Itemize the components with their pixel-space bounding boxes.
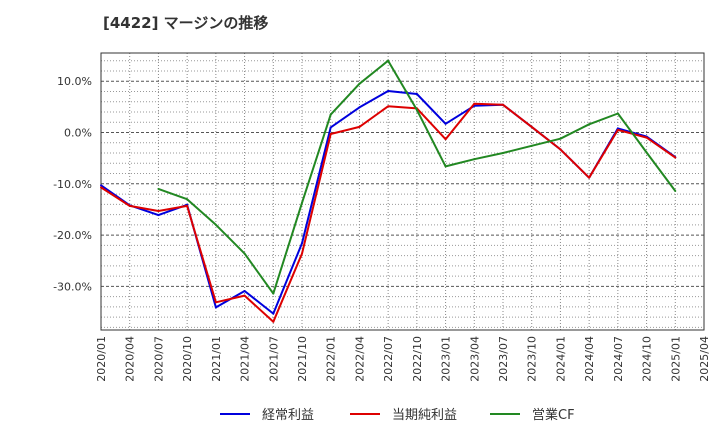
data-point-series-0 <box>358 106 361 109</box>
data-point-series-1 <box>186 204 189 207</box>
legend-item-net-income: 当期純利益 <box>350 404 457 423</box>
x-tick-label: 2024/01 <box>554 336 567 382</box>
data-point-series-0 <box>616 127 619 130</box>
data-point-series-1 <box>329 133 332 136</box>
data-point-series-1 <box>100 186 102 189</box>
data-point-series-1 <box>530 125 533 128</box>
data-point-series-2 <box>301 201 303 204</box>
y-tick-label: -30.0% <box>53 280 92 293</box>
data-point-series-2 <box>214 223 217 226</box>
data-point-series-1 <box>444 138 447 141</box>
data-point-series-2 <box>157 187 160 190</box>
x-tick-label: 2020/10 <box>181 336 194 382</box>
x-tick-label: 2021/07 <box>267 336 280 382</box>
data-point-series-2 <box>530 144 533 147</box>
x-tick-label: 2020/01 <box>95 336 108 382</box>
data-point-series-0 <box>100 184 102 187</box>
data-point-series-2 <box>473 158 476 161</box>
data-point-series-2 <box>559 137 562 140</box>
x-tick-label: 2022/07 <box>382 336 395 382</box>
data-point-series-1 <box>128 204 131 207</box>
data-point-series-2 <box>444 165 447 168</box>
x-tick-label: 2025/04 <box>698 336 711 382</box>
data-point-series-1 <box>502 103 504 106</box>
x-tick-label: 2023/10 <box>526 336 539 382</box>
x-tick-label: 2021/01 <box>210 336 223 382</box>
x-tick-label: 2021/10 <box>296 336 309 382</box>
legend-swatch-operating-cf <box>490 412 520 415</box>
data-point-series-2 <box>272 292 275 295</box>
data-point-series-1 <box>358 125 361 128</box>
x-tick-label: 2023/01 <box>440 336 453 382</box>
data-point-series-1 <box>559 148 562 151</box>
data-point-series-1 <box>272 320 275 323</box>
data-point-series-1 <box>387 105 390 108</box>
data-point-series-1 <box>616 128 619 131</box>
y-tick-label: 0.0% <box>64 127 92 140</box>
data-point-series-2 <box>387 59 390 62</box>
data-point-series-2 <box>358 82 361 85</box>
x-tick-label: 2023/07 <box>497 336 510 382</box>
data-point-series-2 <box>645 151 648 154</box>
x-tick-label: 2022/10 <box>411 336 424 382</box>
x-tick-label: 2024/07 <box>612 336 625 382</box>
legend-label-ordinary-profit: 経常利益 <box>262 408 315 423</box>
grid <box>101 53 704 330</box>
data-point-series-1 <box>645 136 648 139</box>
legend-item-operating-cf: 営業CF <box>490 404 575 423</box>
data-point-series-0 <box>301 242 303 245</box>
data-point-series-2 <box>415 108 418 111</box>
series-lines <box>100 59 677 323</box>
data-point-series-2 <box>329 113 332 116</box>
y-tick-label: 10.0% <box>57 75 92 88</box>
x-tick-label: 2022/01 <box>325 336 338 382</box>
data-point-series-0 <box>157 214 160 217</box>
data-point-series-0 <box>214 306 217 309</box>
legend-swatch-ordinary-profit <box>220 412 250 415</box>
data-point-series-1 <box>473 102 476 105</box>
data-point-series-2 <box>502 152 504 155</box>
data-point-series-1 <box>588 176 591 179</box>
y-tick-label: -20.0% <box>53 229 92 242</box>
data-point-series-1 <box>674 156 677 159</box>
data-point-series-1 <box>243 294 246 297</box>
legend-label-net-income: 当期純利益 <box>392 408 458 423</box>
data-point-series-2 <box>186 198 189 201</box>
data-point-series-1 <box>157 209 160 212</box>
data-point-series-0 <box>329 126 332 129</box>
x-tick-label: 2022/04 <box>353 336 366 382</box>
data-point-series-1 <box>301 252 303 255</box>
x-tick-label: 2024/04 <box>583 336 596 382</box>
x-tick-label: 2021/04 <box>239 336 252 382</box>
data-point-series-2 <box>243 252 246 255</box>
y-tick-label: -10.0% <box>53 178 92 191</box>
plot-area-border <box>100 52 705 331</box>
chart-title: [4422] マージンの推移 <box>103 14 269 32</box>
data-point-series-2 <box>674 189 677 192</box>
x-axis-tick-labels: 2020/01 2020/04 2020/07 2020/10 2021/01 2021/… <box>95 336 711 382</box>
data-point-series-0 <box>272 312 275 315</box>
data-point-series-0 <box>415 93 418 96</box>
data-point-series-0 <box>243 290 246 293</box>
data-point-series-2 <box>616 112 619 115</box>
data-point-series-0 <box>444 122 447 125</box>
x-tick-label: 2020/07 <box>152 336 165 382</box>
y-axis-tick-labels: 10.0% 0.0% -10.0% -20.0% -30.0% <box>53 75 92 293</box>
x-tick-label: 2023/04 <box>468 336 481 382</box>
x-tick-label: 2020/04 <box>124 336 137 382</box>
data-point-series-0 <box>387 89 390 92</box>
legend-swatch-net-income <box>350 412 380 415</box>
x-tick-label: 2024/10 <box>641 336 654 382</box>
x-tick-label: 2025/01 <box>669 336 682 382</box>
legend-item-ordinary-profit: 経常利益 <box>220 404 314 423</box>
data-point-series-2 <box>588 123 591 126</box>
data-point-series-1 <box>214 301 217 304</box>
legend-label-operating-cf: 営業CF <box>532 408 575 423</box>
